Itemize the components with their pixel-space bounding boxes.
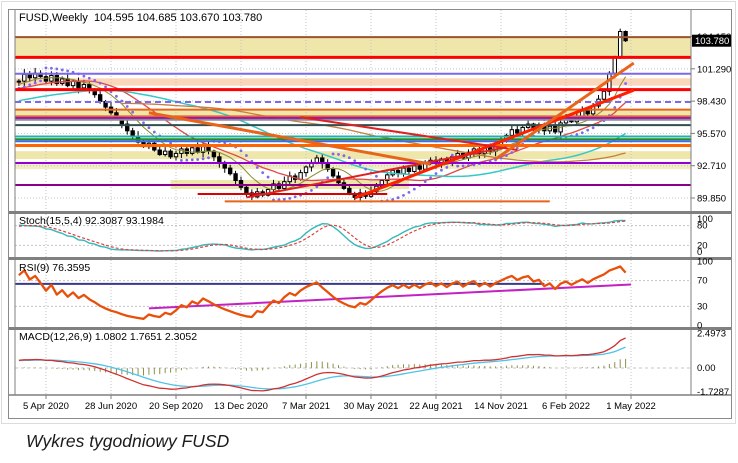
stoch-signal-line: [18, 220, 626, 252]
candle-body: [303, 166, 309, 174]
current-price-marker: 103.780: [692, 34, 731, 47]
candle-body: [168, 150, 173, 158]
candle-body: [601, 90, 607, 100]
candle-body: [54, 74, 60, 84]
svg-text:22 Aug 2021: 22 Aug 2021: [409, 401, 462, 412]
svg-text:6 Feb 2022: 6 Feb 2022: [542, 401, 590, 412]
rsi-panel: [15, 265, 632, 320]
svg-text:-1.7287: -1.7287: [697, 387, 729, 398]
svg-text:103.780: 103.780: [695, 36, 729, 47]
time-axis[interactable]: 5 Apr 2020 28 Jun 2020 20 Sep 2020 13 Dec 2…: [23, 395, 656, 412]
candle-body: [162, 150, 168, 156]
candle-body: [330, 168, 336, 177]
svg-text:101.290: 101.290: [697, 64, 731, 75]
candle-body: [244, 186, 249, 194]
svg-text:95.570: 95.570: [697, 129, 726, 140]
candle-body: [206, 146, 211, 152]
candle-body: [227, 167, 233, 175]
candle-body: [406, 167, 412, 172]
macd-panel: [18, 337, 627, 392]
candle-body: [76, 80, 81, 89]
moving-averages: [18, 76, 627, 192]
stoch-main-line: [18, 219, 626, 252]
svg-text:100: 100: [697, 214, 713, 225]
candle-body: [125, 123, 130, 132]
candle-body: [612, 56, 617, 74]
price-zone: [15, 109, 691, 117]
svg-text:89.850: 89.850: [697, 194, 726, 205]
candle-body: [552, 125, 558, 133]
stochastic-panel: [18, 219, 626, 252]
trendlines: [148, 61, 635, 200]
candle-body: [173, 152, 179, 158]
panel-frame: [9, 10, 731, 396]
chart-caption: Wykres tygodniowy FUSD: [26, 431, 230, 451]
svg-text:20 Sep 2020: 20 Sep 2020: [149, 401, 203, 412]
price-axis[interactable]: 104.150101.29098.43095.57092.71089.85010…: [691, 32, 731, 398]
candle-body: [16, 80, 22, 83]
grid-layer: [15, 10, 691, 395]
macd-main-line: [18, 337, 626, 392]
svg-text:30: 30: [697, 301, 708, 312]
svg-text:92.710: 92.710: [697, 161, 726, 172]
chart-window: 104.150101.29098.43095.57092.71089.85010…: [8, 9, 732, 419]
price-zone: [15, 37, 691, 58]
candle-body: [49, 74, 54, 82]
rsi-trendline: [148, 283, 632, 310]
svg-text:2.4973: 2.4973: [697, 328, 726, 339]
trendline: [300, 116, 518, 152]
svg-text:14 Nov 2021: 14 Nov 2021: [474, 401, 528, 412]
candle-body: [617, 31, 623, 58]
candle-body: [401, 167, 406, 175]
candle-body: [515, 129, 520, 134]
trading-chart-canvas[interactable]: 104.150101.29098.43095.57092.71089.85010…: [9, 10, 731, 418]
svg-text:1 May 2022: 1 May 2022: [606, 401, 656, 412]
candle-body: [276, 183, 282, 189]
candle-body: [43, 76, 49, 82]
candle-body: [157, 149, 162, 156]
candle-body: [298, 172, 303, 180]
svg-text:5 Apr 2020: 5 Apr 2020: [23, 401, 69, 412]
svg-text:0: 0: [697, 247, 702, 258]
candle-body: [233, 173, 238, 182]
ma-fast: [18, 76, 627, 192]
svg-text:28 Jun 2020: 28 Jun 2020: [85, 401, 137, 412]
price-zone: [15, 151, 691, 160]
candle-body: [509, 129, 515, 136]
candle-body: [97, 94, 103, 102]
svg-text:20: 20: [697, 240, 708, 251]
trendline: [246, 146, 507, 199]
trendline: [148, 111, 431, 166]
svg-text:0.00: 0.00: [697, 363, 716, 374]
candle-body: [81, 84, 87, 89]
svg-text:7 Mar 2021: 7 Mar 2021: [282, 401, 330, 412]
trendline: [494, 61, 635, 161]
svg-text:0: 0: [697, 321, 702, 332]
candle-body: [385, 174, 390, 182]
trendline: [354, 88, 635, 200]
rsi-line: [18, 265, 627, 320]
candle-body: [190, 147, 195, 154]
candle-body: [417, 165, 422, 170]
macd-signal-line: [18, 346, 626, 390]
candle-body: [217, 156, 222, 163]
price-zone: [15, 163, 691, 170]
candle-body: [314, 157, 320, 163]
svg-text:13 Dec 2020: 13 Dec 2020: [214, 401, 268, 412]
candle-body: [27, 73, 32, 79]
candle-body: [238, 180, 244, 188]
svg-text:100: 100: [697, 256, 713, 267]
svg-text:98.430: 98.430: [697, 97, 726, 108]
svg-text:80: 80: [697, 221, 708, 232]
candle-body: [22, 73, 27, 82]
candle-body: [412, 165, 417, 172]
svg-text:30 May 2021: 30 May 2021: [344, 401, 399, 412]
svg-text:70: 70: [697, 276, 708, 287]
price-zone: [15, 78, 691, 86]
candle-body: [585, 110, 590, 115]
